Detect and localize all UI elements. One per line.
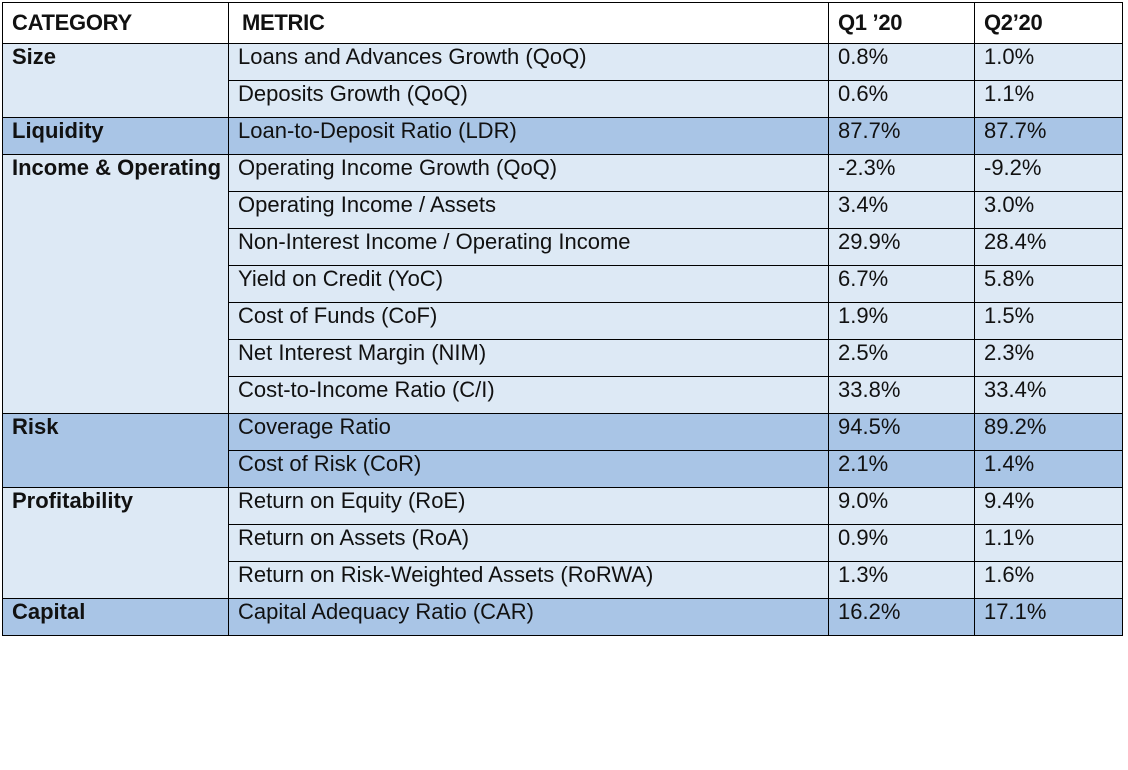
table-row: Capital Capital Adequacy Ratio (CAR) 16.… [2,598,1123,636]
header-row: CATEGORY METRIC Q1 ’20 Q2’20 [2,2,1123,44]
header-q1: Q1 ’20 [828,2,975,44]
table-row: Yield on Credit (YoC) 6.7% 5.8% [3,265,1123,303]
metric-cell: Yield on Credit (YoC) [228,265,829,303]
q2-value: 28.4% [974,228,1123,266]
q2-value: 3.0% [974,191,1123,229]
category-size: Size [2,43,229,118]
q1-value: 2.1% [828,450,975,488]
q1-value: 3.4% [828,191,975,229]
q2-value: 1.4% [974,450,1123,488]
table-row: Profitability Return on Equity (RoE) 9.0… [2,487,1123,599]
q1-value: 29.9% [828,228,975,266]
q2-value: 1.0% [974,43,1123,81]
q2-value: 17.1% [974,598,1123,636]
category-profitability: Profitability [2,487,229,599]
header-metric: METRIC [228,2,829,44]
metric-cell: Loans and Advances Growth (QoQ) [228,43,829,81]
q1-value: 16.2% [828,598,975,636]
q2-value: 33.4% [974,376,1123,414]
table-row: Return on Assets (RoA) 0.9% 1.1% [3,524,1123,562]
metrics-table: CATEGORY METRIC Q1 ’20 Q2’20 Size Loans … [2,2,1123,636]
q2-value: 87.7% [974,117,1123,155]
q1-value: 94.5% [828,413,975,451]
table-row: Risk Coverage Ratio 94.5% 89.2% [2,413,1123,488]
table-row: Cost of Risk (CoR) 2.1% 1.4% [3,450,1123,488]
metric-cell: Operating Income Growth (QoQ) [228,154,829,192]
metric-cell: Coverage Ratio [228,413,829,451]
q2-value: 5.8% [974,265,1123,303]
table-row: Size Loans and Advances Growth (QoQ) 0.8… [2,43,1123,118]
metric-cell: Net Interest Margin (NIM) [228,339,829,377]
q1-value: 1.9% [828,302,975,340]
q1-value: -2.3% [828,154,975,192]
table-body: Size Loans and Advances Growth (QoQ) 0.8… [2,43,1123,636]
table-row: Net Interest Margin (NIM) 2.5% 2.3% [3,339,1123,377]
q2-value: 2.3% [974,339,1123,377]
table-row: Cost-to-Income Ratio (C/I) 33.8% 33.4% [3,376,1123,414]
table-row: Income & Operating Efficiency Operating … [2,154,1123,414]
table-row: Deposits Growth (QoQ) 0.6% 1.1% [3,80,1123,118]
q2-value: 1.1% [974,80,1123,118]
table-row: Liquidity Loan-to-Deposit Ratio (LDR) 87… [2,117,1123,155]
metric-cell: Loan-to-Deposit Ratio (LDR) [228,117,829,155]
table-row: Return on Risk-Weighted Assets (RoRWA) 1… [3,561,1123,599]
category-capital: Capital [2,598,229,636]
q1-value: 1.3% [828,561,975,599]
q2-value: 1.6% [974,561,1123,599]
category-risk: Risk [2,413,229,488]
metric-cell: Return on Risk-Weighted Assets (RoRWA) [228,561,829,599]
metric-cell: Non-Interest Income / Operating Income [228,228,829,266]
q1-value: 9.0% [828,487,975,525]
q2-value: 9.4% [974,487,1123,525]
category-income-operating-efficiency: Income & Operating Efficiency [2,154,229,414]
header-q2: Q2’20 [974,2,1123,44]
q2-value: 89.2% [974,413,1123,451]
q1-value: 33.8% [828,376,975,414]
metric-cell: Cost-to-Income Ratio (C/I) [228,376,829,414]
q1-value: 6.7% [828,265,975,303]
metric-cell: Operating Income / Assets [228,191,829,229]
table-row: Operating Income / Assets 3.4% 3.0% [3,191,1123,229]
metric-cell: Deposits Growth (QoQ) [228,80,829,118]
metric-cell: Return on Equity (RoE) [228,487,829,525]
q1-value: 0.8% [828,43,975,81]
metric-cell: Capital Adequacy Ratio (CAR) [228,598,829,636]
q1-value: 0.6% [828,80,975,118]
category-liquidity: Liquidity [2,117,229,155]
q1-value: 87.7% [828,117,975,155]
q2-value: 1.1% [974,524,1123,562]
metric-cell: Cost of Risk (CoR) [228,450,829,488]
metric-cell: Return on Assets (RoA) [228,524,829,562]
q2-value: 1.5% [974,302,1123,340]
table-row: Non-Interest Income / Operating Income 2… [3,228,1123,266]
metric-cell: Cost of Funds (CoF) [228,302,829,340]
header-category: CATEGORY [2,2,229,44]
q2-value: -9.2% [974,154,1123,192]
q1-value: 2.5% [828,339,975,377]
q1-value: 0.9% [828,524,975,562]
